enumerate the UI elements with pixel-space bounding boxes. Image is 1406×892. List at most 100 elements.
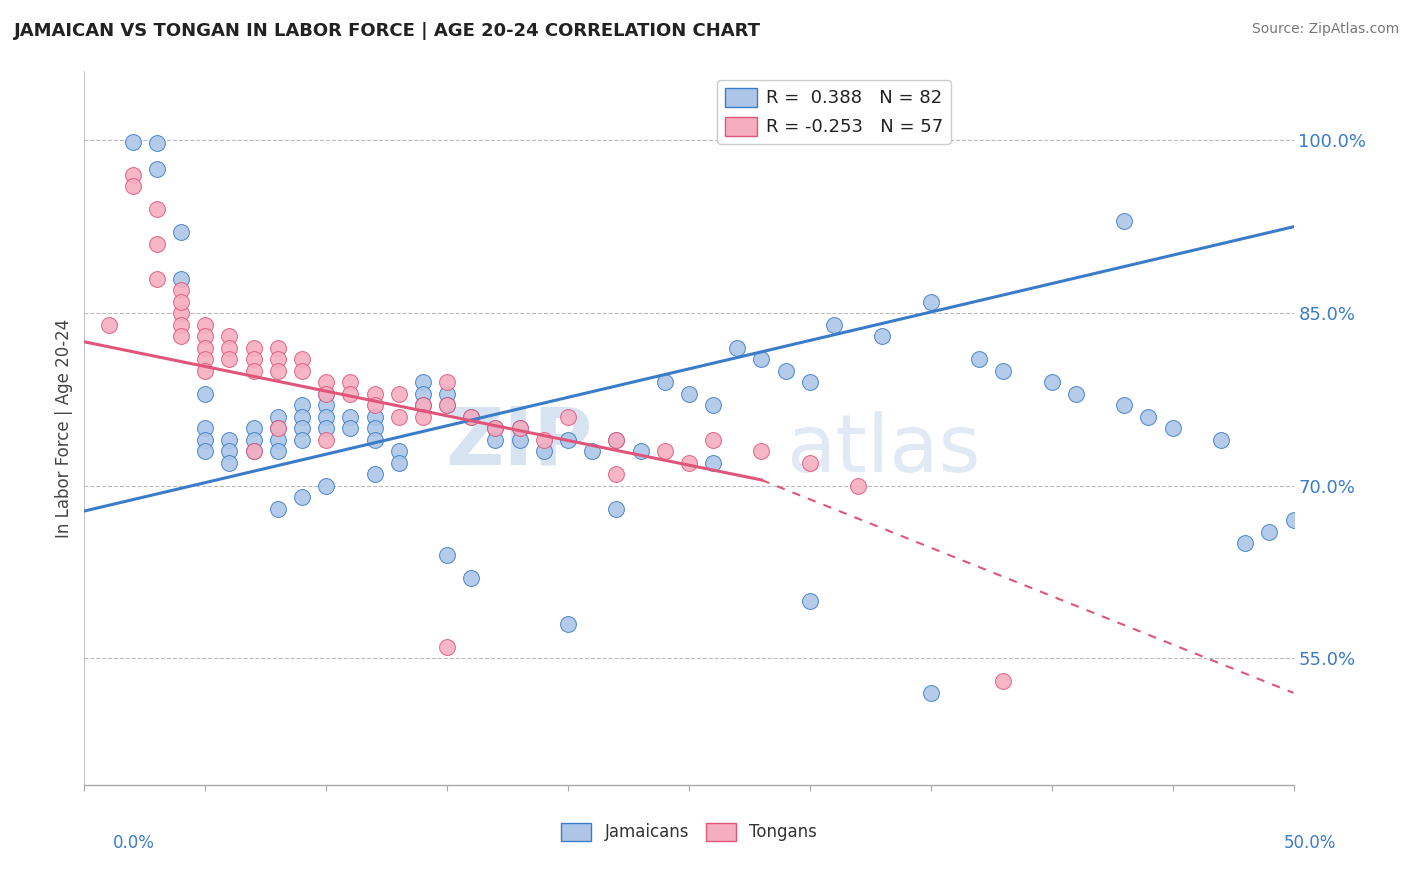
Point <box>533 433 555 447</box>
Point <box>484 421 506 435</box>
Point <box>218 444 240 458</box>
Point <box>291 433 314 447</box>
Point <box>678 386 700 401</box>
Point <box>484 433 506 447</box>
Point <box>436 375 458 389</box>
Point <box>846 479 869 493</box>
Point <box>315 421 337 435</box>
Point <box>484 421 506 435</box>
Point <box>291 363 314 377</box>
Point <box>194 341 217 355</box>
Point <box>920 294 942 309</box>
Point <box>1234 536 1257 550</box>
Point <box>218 341 240 355</box>
Point <box>339 375 361 389</box>
Point <box>1064 386 1087 401</box>
Point <box>460 409 482 424</box>
Point <box>170 271 193 285</box>
Point <box>194 386 217 401</box>
Point <box>97 318 120 332</box>
Point <box>533 444 555 458</box>
Point <box>170 329 193 343</box>
Point <box>388 456 411 470</box>
Point <box>775 363 797 377</box>
Point <box>412 375 434 389</box>
Point <box>725 341 748 355</box>
Point <box>363 398 385 412</box>
Point <box>170 226 193 240</box>
Point <box>267 501 290 516</box>
Point <box>121 168 143 182</box>
Point <box>291 421 314 435</box>
Point <box>242 433 264 447</box>
Point <box>339 386 361 401</box>
Point <box>678 456 700 470</box>
Point <box>581 444 603 458</box>
Point <box>194 318 217 332</box>
Point <box>967 352 990 367</box>
Point <box>436 398 458 412</box>
Point <box>436 640 458 654</box>
Point <box>315 375 337 389</box>
Point <box>702 398 724 412</box>
Point <box>267 409 290 424</box>
Point <box>194 363 217 377</box>
Point <box>702 456 724 470</box>
Point <box>363 467 385 482</box>
Point <box>630 444 652 458</box>
Point <box>605 433 627 447</box>
Point <box>993 674 1015 689</box>
Point <box>412 398 434 412</box>
Text: 50.0%: 50.0% <box>1284 834 1336 852</box>
Legend: Jamaicans, Tongans: Jamaicans, Tongans <box>554 816 824 848</box>
Point <box>242 444 264 458</box>
Point <box>823 318 845 332</box>
Point <box>509 421 531 435</box>
Point <box>363 433 385 447</box>
Point <box>267 444 290 458</box>
Point <box>194 329 217 343</box>
Point <box>436 386 458 401</box>
Point <box>218 456 240 470</box>
Text: atlas: atlas <box>786 410 980 489</box>
Point <box>702 433 724 447</box>
Point <box>388 386 411 401</box>
Point <box>799 594 821 608</box>
Point <box>267 341 290 355</box>
Point <box>751 352 773 367</box>
Point <box>170 318 193 332</box>
Point <box>242 341 264 355</box>
Point <box>654 375 676 389</box>
Point <box>291 352 314 367</box>
Point <box>557 409 579 424</box>
Point <box>218 352 240 367</box>
Point <box>1282 513 1305 527</box>
Point <box>872 329 894 343</box>
Point <box>412 386 434 401</box>
Point <box>799 375 821 389</box>
Point <box>363 409 385 424</box>
Point <box>460 571 482 585</box>
Point <box>267 421 290 435</box>
Point <box>315 479 337 493</box>
Point <box>218 329 240 343</box>
Point <box>993 363 1015 377</box>
Point <box>388 409 411 424</box>
Point <box>146 162 169 177</box>
Point <box>751 444 773 458</box>
Point <box>605 433 627 447</box>
Point <box>242 444 264 458</box>
Point <box>218 433 240 447</box>
Point <box>242 352 264 367</box>
Point <box>291 398 314 412</box>
Point <box>291 490 314 504</box>
Point <box>509 433 531 447</box>
Point <box>605 501 627 516</box>
Point <box>267 363 290 377</box>
Point <box>121 135 143 149</box>
Point <box>920 686 942 700</box>
Text: 0.0%: 0.0% <box>112 834 155 852</box>
Point <box>315 409 337 424</box>
Y-axis label: In Labor Force | Age 20-24: In Labor Force | Age 20-24 <box>55 318 73 538</box>
Point <box>315 386 337 401</box>
